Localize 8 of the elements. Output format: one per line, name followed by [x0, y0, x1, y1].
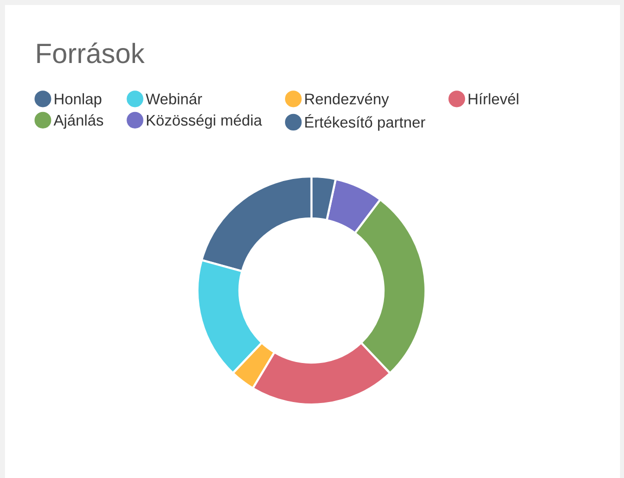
legend-label: Webinár — [146, 93, 202, 104]
legend-label: Honlap — [54, 93, 102, 108]
legend-label: Rendezvény — [305, 93, 389, 108]
legend-label: Hírlevél — [468, 93, 518, 104]
legend-label: Közösségi média — [146, 114, 262, 129]
legend-label: Értékesítő partner — [305, 114, 426, 131]
legend-label: Ajánlás — [54, 114, 104, 129]
chart-title: Források — [37, 42, 145, 64]
